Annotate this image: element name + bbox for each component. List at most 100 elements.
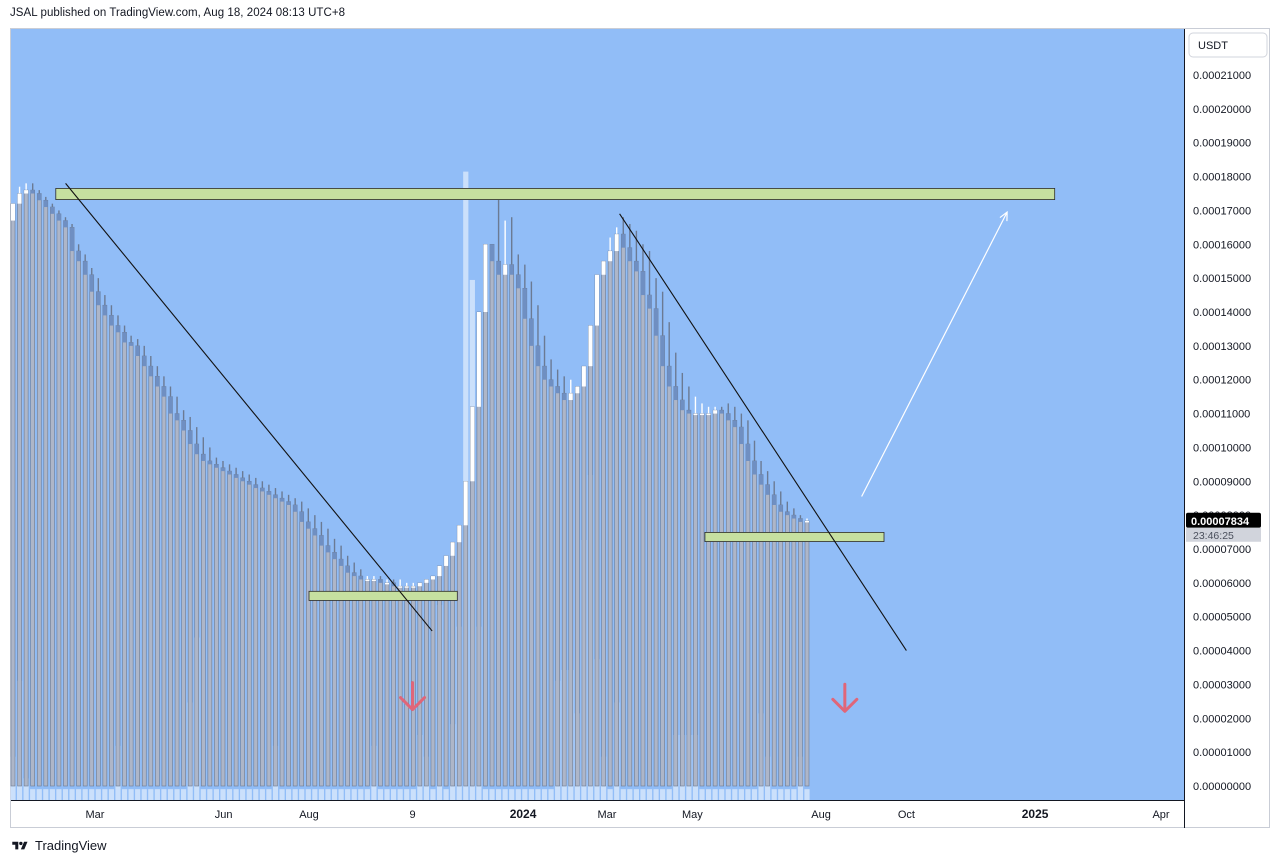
down-arrow-icon[interactable] [831,682,859,713]
volume-bar [76,789,82,800]
candle [647,251,652,787]
candles [10,183,810,787]
candle-change [424,579,429,583]
candle [358,569,364,787]
candle [706,406,711,787]
candle [397,579,403,787]
candle [378,576,383,787]
price-tick-label: 0.00003000 [1193,679,1251,691]
downtrend-line-2[interactable] [619,213,907,651]
volume-bar [220,789,226,800]
time-tick-label: Aug [811,809,831,821]
candle-body [63,220,68,787]
candle-body [187,430,193,787]
candle-change [535,345,540,367]
time-tick-label: Apr [1152,809,1169,821]
projection-arrow[interactable] [861,211,1008,497]
candle-change [798,518,803,522]
candle-change [266,491,271,495]
candle [187,416,193,787]
candle [509,217,515,787]
price-axis-bg[interactable] [1184,29,1269,800]
resistance-zone[interactable] [55,188,1056,200]
candle-body [148,365,154,787]
support-zone-2023[interactable] [308,590,458,601]
candle [233,467,239,787]
candle-body [588,325,593,787]
candle-body [109,315,114,787]
support-zone-2024[interactable] [704,532,885,542]
candle [634,230,639,787]
candle [365,576,370,787]
downtrend-line-1[interactable] [65,182,433,632]
candle-body [227,470,232,787]
down-arrow-icon[interactable] [399,681,427,712]
volume-bar [23,778,29,800]
chart-frame[interactable] [10,28,1270,828]
candle-change [549,379,554,387]
candle-body [378,579,383,787]
time-tick-label: Mar [85,809,104,821]
candle-body [240,477,245,787]
candle-change [404,586,409,588]
candle-change [345,565,350,573]
price-tick-label: 0.00018000 [1193,172,1251,184]
volume-bar [528,789,534,800]
candle-change [181,420,186,431]
candle-change [621,234,626,248]
candle-body [594,274,600,787]
candle-change [430,576,435,580]
candle-body [752,460,757,787]
candle-change [30,190,35,194]
candle-body [305,521,311,787]
volume-bar [719,789,725,800]
candle [555,369,560,787]
candle-body [220,467,226,787]
time-tick-label: Jun [215,809,233,821]
volume-bar [233,789,239,800]
candle-change [601,261,606,275]
candle-body [614,233,620,787]
candle-change [503,264,508,275]
candle [575,386,580,787]
candle [194,427,200,787]
candle [168,386,173,787]
candle-change [634,261,639,272]
candle [56,210,62,787]
price-tick-label: 0.00000000 [1193,781,1251,793]
candle-body [634,260,639,787]
candle-body [82,260,88,787]
candle [778,491,784,787]
candle-change [608,251,613,262]
volume-bar [515,789,521,800]
candle [96,278,101,787]
currency-button[interactable]: USDT [1188,32,1268,58]
candle [384,579,390,787]
time-tick-label: 2024 [510,807,537,821]
time-tick-label: Oct [898,809,915,821]
candle-body [785,511,790,787]
candle [653,278,659,787]
candle-body [233,474,239,787]
price-tick-label: 0.00021000 [1193,70,1251,82]
candle-body [706,413,711,787]
candle [712,406,718,787]
candle-body [168,396,173,787]
candle-change [148,366,153,377]
candle [522,264,528,787]
candle-change [214,464,219,468]
candle [332,538,337,787]
candle-body [725,413,731,787]
candle-body [155,376,160,787]
candle-change [706,413,711,416]
candle-body [43,199,49,787]
candle-change [135,345,140,357]
volume-bar [495,789,502,800]
countdown-bg [1186,527,1261,542]
candle-body [174,413,180,787]
volume-bar [377,789,384,800]
footer-brand: TradingView [35,838,107,853]
candle [279,491,285,787]
time-axis-bg[interactable] [11,800,1184,827]
